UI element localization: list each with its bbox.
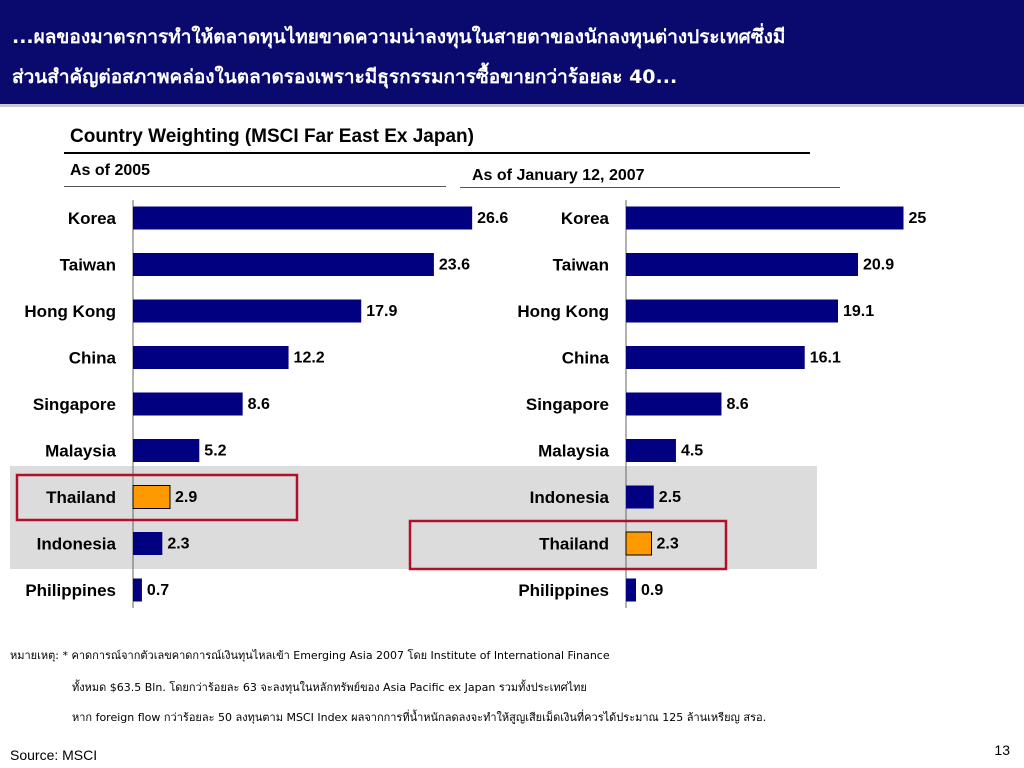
- right-category-label-thailand: Thailand: [539, 535, 609, 554]
- right-value-label-korea: 25: [909, 210, 927, 227]
- right-highlight-box: [408, 519, 728, 571]
- left-subtitle-divider: [64, 186, 446, 187]
- left-category-label-philippines: Philippines: [25, 581, 116, 600]
- right-value-label-hong-kong: 19.1: [843, 303, 874, 320]
- left-value-label-korea: 26.6: [477, 210, 508, 227]
- right-category-label-indonesia: Indonesia: [530, 488, 610, 507]
- left-value-label-china: 12.2: [294, 350, 325, 367]
- right-category-label-singapore: Singapore: [526, 395, 609, 414]
- right-bar-philippines: [626, 578, 636, 602]
- left-category-label-korea: Korea: [68, 209, 117, 228]
- right-value-label-indonesia: 2.5: [659, 489, 681, 506]
- left-value-label-philippines: 0.7: [147, 582, 169, 599]
- left-category-label-indonesia: Indonesia: [37, 535, 117, 554]
- left-bar-hong-kong: [133, 299, 362, 323]
- left-value-label-indonesia: 2.3: [167, 536, 189, 553]
- source-note: Source: MSCI: [10, 747, 98, 763]
- right-bar-thailand: [625, 531, 653, 556]
- footnote-line-3: หาก foreign flow กว่าร้อยละ 50 ลงทุนตาม …: [72, 711, 767, 724]
- right-value-label-thailand: 2.3: [657, 536, 679, 553]
- right-category-label-taiwan: Taiwan: [553, 256, 609, 275]
- right-value-label-singapore: 8.6: [726, 396, 748, 413]
- left-category-label-thailand: Thailand: [46, 488, 116, 507]
- footnote-line-2: ทั้งหมด $63.5 Bln. โดยกว่าร้อยละ 63 จะลง…: [72, 681, 587, 694]
- left-value-label-hong-kong: 17.9: [366, 303, 397, 320]
- left-category-label-hong-kong: Hong Kong: [24, 302, 116, 321]
- left-bar-china: [133, 346, 289, 369]
- left-category-label-china: China: [69, 349, 117, 368]
- title-divider: [64, 152, 810, 154]
- right-chart-subtitle: As of January 12, 2007: [472, 167, 645, 184]
- left-category-label-taiwan: Taiwan: [60, 256, 116, 275]
- left-bar-malaysia: [133, 439, 200, 462]
- right-bar-singapore: [626, 392, 722, 416]
- left-category-label-singapore: Singapore: [33, 395, 116, 414]
- right-category-label-korea: Korea: [561, 209, 610, 228]
- left-category-label-malaysia: Malaysia: [45, 442, 116, 461]
- left-value-label-malaysia: 5.2: [204, 443, 226, 460]
- right-bar-malaysia: [626, 439, 676, 462]
- left-bar-singapore: [133, 392, 243, 416]
- left-value-label-taiwan: 23.6: [439, 257, 470, 274]
- footnote-line-1: หมายเหตุ: * คาดการณ์จากตัวเลขคาดการณ์เงิ…: [10, 649, 610, 662]
- right-category-label-malaysia: Malaysia: [538, 442, 609, 461]
- left-chart-subtitle: As of 2005: [70, 162, 151, 179]
- highlight-band: [10, 466, 817, 569]
- left-bar-korea: [133, 206, 473, 230]
- header-line-2: ส่วนสำคัญต่อสภาพคล่องในตลาดรองเพราะมีธุร…: [12, 66, 678, 88]
- left-bar-taiwan: [133, 253, 434, 276]
- right-category-label-philippines: Philippines: [518, 581, 609, 600]
- right-bar-taiwan: [626, 253, 858, 276]
- right-bar-indonesia: [626, 485, 654, 509]
- right-bar-korea: [626, 206, 904, 230]
- left-highlight-box: [15, 473, 299, 522]
- right-subtitle-divider: [460, 187, 840, 188]
- chart-title: Country Weighting (MSCI Far East Ex Japa…: [70, 126, 474, 147]
- left-bar-philippines: [133, 578, 142, 602]
- header-banner: ...ผลของมาตรการทำให้ตลาดทุนไทยขาดความน่า…: [0, 0, 1024, 107]
- left-bar-thailand: [132, 485, 171, 509]
- left-bar-indonesia: [133, 532, 163, 555]
- right-value-label-taiwan: 20.9: [863, 257, 894, 274]
- right-bar-hong-kong: [626, 299, 839, 323]
- right-bar-china: [626, 346, 805, 369]
- right-value-label-philippines: 0.9: [641, 582, 663, 599]
- right-category-label-hong-kong: Hong Kong: [517, 302, 609, 321]
- page-number: 13: [994, 742, 1010, 758]
- right-value-label-malaysia: 4.5: [681, 443, 703, 460]
- left-value-label-thailand: 2.9: [175, 489, 197, 506]
- header-line-1: ...ผลของมาตรการทำให้ตลาดทุนไทยขาดความน่า…: [12, 26, 786, 48]
- right-category-label-china: China: [562, 349, 610, 368]
- left-value-label-singapore: 8.6: [248, 396, 270, 413]
- right-value-label-china: 16.1: [810, 350, 841, 367]
